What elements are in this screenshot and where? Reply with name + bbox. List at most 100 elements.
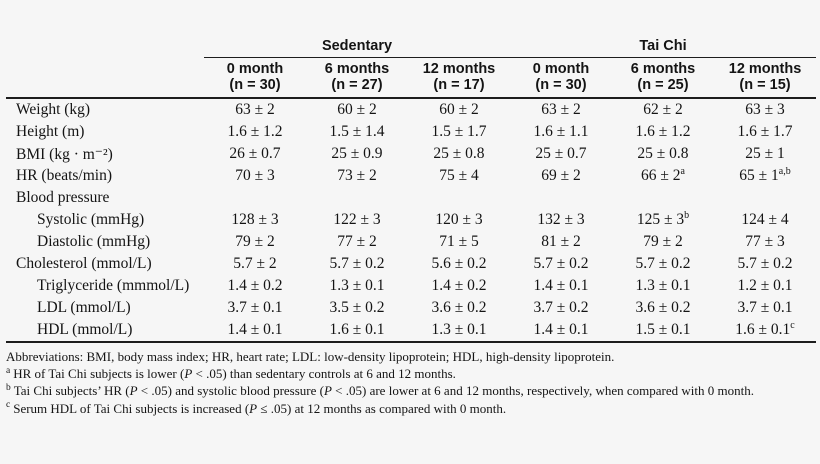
- value-cell: 1.4 ± 0.2: [431, 277, 487, 294]
- footnote-marker-b: b: [6, 383, 11, 394]
- value-cell: 25 ± 0.7: [535, 145, 587, 162]
- value-cell: 81 ± 2: [541, 233, 581, 250]
- row-label: Weight (kg): [16, 101, 91, 118]
- value-cell: 73 ± 2: [337, 167, 377, 184]
- column-period: 12 months: [728, 61, 802, 77]
- value-cell: 132 ± 3: [537, 211, 585, 228]
- column-n: (n = 15): [739, 77, 791, 93]
- superscript-marker: a: [680, 165, 685, 177]
- value-cell: 26 ± 0.7: [229, 145, 281, 162]
- value-cell: 125 ± 3b: [636, 209, 690, 228]
- column-header-sed-12m: 12 months (n = 17): [408, 57, 510, 99]
- column-header-row: 0 month (n = 30) 6 months (n = 27) 12 mont…: [6, 57, 817, 99]
- table-row-ldl: LDL (mmol/L) 3.7 ± 0.1 3.5 ± 0.2 3.6 ± 0…: [6, 297, 816, 319]
- column-header-tc-6m: 6 months (n = 25): [612, 57, 714, 99]
- table-row-bmi: BMI (kg · m⁻²) 26 ± 0.7 25 ± 0.9 25 ± 0.…: [6, 143, 816, 165]
- results-table: Sedentary Tai Chi 0 month (n = 30) 6 mont…: [6, 35, 817, 343]
- column-period: 12 months: [422, 61, 496, 77]
- table-row-systolic: Systolic (mmHg) 128 ± 3 122 ± 3 120 ± 3 …: [6, 209, 816, 231]
- page: Sedentary Tai Chi 0 month (n = 30) 6 mont…: [0, 35, 820, 464]
- table-row-height: Height (m) 1.6 ± 1.2 1.5 ± 1.4 1.5 ± 1.7…: [6, 121, 816, 143]
- table-row-weight: Weight (kg) 63 ± 2 60 ± 2 60 ± 2 63 ± 2 …: [6, 98, 816, 121]
- value-cell: [204, 187, 306, 209]
- column-period: 6 months: [324, 61, 390, 77]
- value-cell: 60 ± 2: [439, 101, 479, 118]
- table-row-diastolic: Diastolic (mmHg) 79 ± 2 77 ± 2 71 ± 5 81…: [6, 231, 816, 253]
- group-header-sedentary: Sedentary: [204, 35, 510, 58]
- row-label: Blood pressure: [16, 189, 110, 206]
- value-cell: 1.3 ± 0.1: [329, 277, 385, 294]
- value-cell: [510, 187, 612, 209]
- value-cell: 1.6 ± 0.1c: [714, 319, 817, 343]
- value-cell: 62 ± 2: [643, 101, 683, 118]
- value-cell: 3.6 ± 0.2: [635, 299, 691, 316]
- value-cell: 25 ± 0.8: [433, 145, 485, 162]
- group-header-row: Sedentary Tai Chi: [6, 35, 817, 99]
- column-n: (n = 30): [229, 77, 281, 93]
- value-cell: 25 ± 0.8: [637, 145, 689, 162]
- column-header-sed-6m: 6 months (n = 27): [306, 57, 408, 99]
- value-cell: 75 ± 4: [439, 167, 479, 184]
- table-row-hr: HR (beats/min) 70 ± 3 73 ± 2 75 ± 4 69 ±…: [6, 165, 816, 187]
- value-cell: 1.6 ± 0.1: [306, 319, 408, 343]
- value-cell: 77 ± 3: [745, 233, 785, 250]
- p-value-symbol: P: [323, 383, 332, 399]
- value-cell: 5.7 ± 2: [233, 255, 277, 272]
- row-label: Diastolic (mmHg): [37, 233, 151, 250]
- row-label: Systolic (mmHg): [37, 211, 145, 228]
- row-label: Cholesterol (mmol/L): [16, 255, 152, 272]
- column-n: (n = 17): [433, 77, 485, 93]
- value-cell: 66 ± 2a: [641, 165, 685, 184]
- value-cell: 63 ± 2: [541, 101, 581, 118]
- value-cell: 79 ± 2: [235, 233, 275, 250]
- value-cell: [306, 187, 408, 209]
- footnote-b: b Tai Chi subjects’ HR (P < .05) and syst…: [6, 383, 754, 399]
- value-cell: 1.5 ± 1.7: [431, 123, 487, 140]
- value-cell: 5.7 ± 0.2: [533, 255, 589, 272]
- value-cell: 3.7 ± 0.2: [533, 299, 589, 316]
- superscript-marker: a,b: [778, 165, 791, 177]
- header-corner-cell: [6, 35, 204, 99]
- value-cell: 5.7 ± 0.2: [635, 255, 691, 272]
- value-cell: 69 ± 2: [541, 167, 581, 184]
- value-cell: 25 ± 1: [745, 145, 785, 162]
- value-cell: [408, 187, 510, 209]
- p-value-symbol: P: [129, 383, 138, 399]
- value-cell: 1.4 ± 0.1: [533, 277, 589, 294]
- group-header-taichi: Tai Chi: [510, 35, 817, 58]
- value-cell: 128 ± 3: [231, 211, 279, 228]
- value-cell: 70 ± 3: [235, 167, 275, 184]
- value-cell: 3.6 ± 0.2: [431, 299, 487, 316]
- table-body: Weight (kg) 63 ± 2 60 ± 2 60 ± 2 63 ± 2 …: [6, 98, 817, 343]
- p-value-symbol: P: [184, 366, 193, 382]
- table-row-triglyceride: Triglyceride (mmmol/L) 1.4 ± 0.2 1.3 ± 0…: [6, 275, 816, 297]
- value-cell: 77 ± 2: [337, 233, 377, 250]
- row-label: BMI (kg · m⁻²): [16, 145, 113, 163]
- value-cell: 1.3 ± 0.1: [635, 277, 691, 294]
- row-label: HDL (mmol/L): [6, 319, 204, 343]
- value-cell: 120 ± 3: [435, 211, 483, 228]
- value-cell: [612, 187, 714, 209]
- value-cell: 1.2 ± 0.1: [737, 277, 793, 294]
- value-cell: 5.6 ± 0.2: [431, 255, 487, 272]
- footnotes: Abbreviations: BMI, body mass index; HR,…: [6, 348, 820, 417]
- footnote-marker-c: c: [6, 400, 11, 411]
- value-cell: 1.3 ± 0.1: [408, 319, 510, 343]
- table-header: Sedentary Tai Chi 0 month (n = 30) 6 mont…: [6, 35, 817, 99]
- value-cell: 65 ± 1a,b: [739, 165, 791, 184]
- value-cell: 5.7 ± 0.2: [329, 255, 385, 272]
- value-cell: 1.4 ± 0.1: [510, 319, 612, 343]
- value-cell: 1.4 ± 0.2: [227, 277, 283, 294]
- column-header-sed-0m: 0 month (n = 30): [204, 57, 306, 99]
- value-cell: 5.7 ± 0.2: [737, 255, 793, 272]
- table-row-hdl: HDL (mmol/L) 1.4 ± 0.1 1.6 ± 0.1 1.3 ± 0…: [6, 319, 817, 343]
- column-header-tc-0m: 0 month (n = 30): [510, 57, 612, 99]
- superscript-marker: b: [684, 209, 690, 221]
- value-cell: 1.5 ± 1.4: [329, 123, 385, 140]
- column-period: 0 month: [532, 61, 590, 77]
- superscript-marker: c: [790, 319, 795, 331]
- value-cell: 122 ± 3: [333, 211, 381, 228]
- value-cell: 3.7 ± 0.1: [227, 299, 283, 316]
- column-n: (n = 27): [331, 77, 383, 93]
- footnote-c: c Serum HDL of Tai Chi subjects is increa…: [6, 400, 507, 416]
